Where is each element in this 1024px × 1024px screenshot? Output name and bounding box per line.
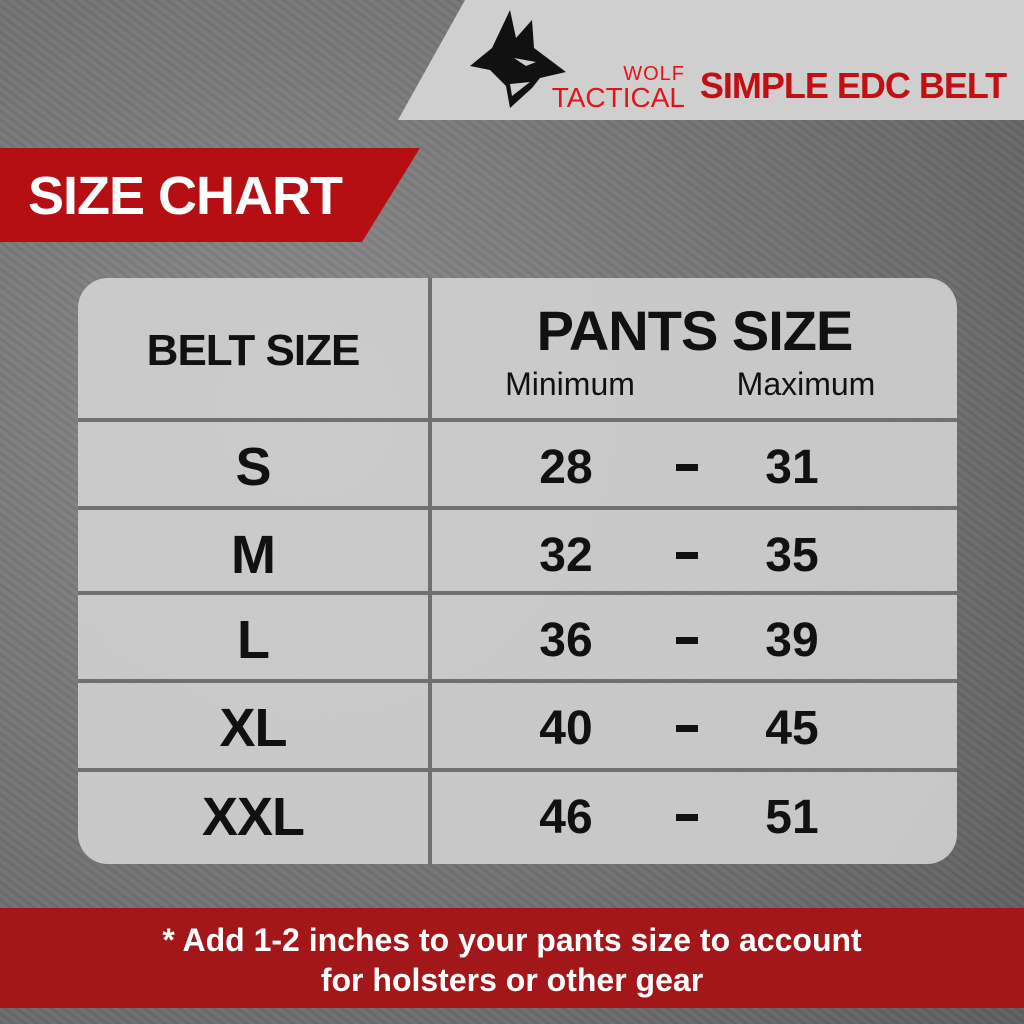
table-row: S 28 31 [78, 422, 957, 510]
brand-line1: WOLF [623, 63, 685, 85]
row-divider [78, 506, 957, 510]
min-size: 40 [539, 702, 593, 755]
table-row: M 32 35 [78, 510, 957, 598]
min-size: 36 [539, 614, 593, 667]
range-dash [676, 552, 698, 559]
belt-size: S [235, 437, 271, 497]
row-divider [78, 591, 957, 595]
size-table: BELT SIZE PANTS SIZE Minimum Maximum S 2… [78, 278, 957, 864]
table-row: XXL 46 51 [78, 772, 957, 860]
page-title: SIZE CHART [28, 166, 343, 226]
brand-logo-text: WOLF TACTICAL [530, 64, 685, 112]
footnote-line1: * Add 1-2 inches to your pants size to a… [162, 922, 862, 958]
wolf-head-icon [470, 10, 566, 108]
range-dash [676, 464, 698, 471]
row-divider [78, 418, 957, 422]
min-size: 32 [539, 529, 593, 582]
footnote-line2: for holsters or other gear [320, 962, 704, 998]
maximum-label: Maximum [736, 366, 876, 402]
belt-size: XL [219, 698, 287, 758]
belt-size: XXL [201, 787, 305, 847]
max-size: 51 [765, 791, 819, 844]
max-size: 39 [765, 614, 819, 667]
column-divider [428, 278, 432, 864]
table-row: L 36 39 [78, 595, 957, 683]
range-dash [676, 637, 698, 644]
product-title: SIMPLE EDC BELT [699, 65, 1007, 106]
brand-line2: TACTICAL [551, 82, 685, 113]
range-dash [676, 725, 698, 732]
pants-size-header: PANTS SIZE [536, 299, 854, 362]
range-dash [676, 814, 698, 821]
min-size: 28 [539, 441, 593, 494]
row-divider [78, 768, 957, 772]
row-divider [78, 679, 957, 683]
belt-size: M [231, 525, 276, 585]
table-row: XL 40 45 [78, 683, 957, 771]
title-banner [0, 148, 420, 242]
max-size: 35 [765, 529, 819, 582]
belt-size: L [237, 610, 270, 670]
max-size: 45 [765, 702, 819, 755]
min-size: 46 [539, 791, 593, 844]
minimum-label: Minimum [505, 366, 635, 402]
footnote-band: * Add 1-2 inches to your pants size to a… [0, 908, 1024, 1008]
max-size: 31 [765, 441, 819, 494]
belt-size-header: BELT SIZE [146, 326, 361, 375]
